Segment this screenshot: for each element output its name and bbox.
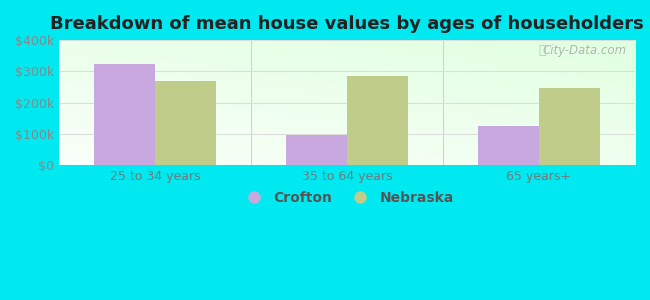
Bar xyxy=(94,64,155,165)
Text: ⦾: ⦾ xyxy=(538,44,546,57)
Bar xyxy=(539,88,601,165)
Text: City-Data.com: City-Data.com xyxy=(542,44,627,57)
Legend: Crofton, Nebraska: Crofton, Nebraska xyxy=(235,185,460,210)
Bar xyxy=(285,135,347,165)
Bar xyxy=(155,81,216,165)
Bar xyxy=(478,126,539,165)
Title: Breakdown of mean house values by ages of householders: Breakdown of mean house values by ages o… xyxy=(50,15,644,33)
Bar xyxy=(347,76,408,165)
